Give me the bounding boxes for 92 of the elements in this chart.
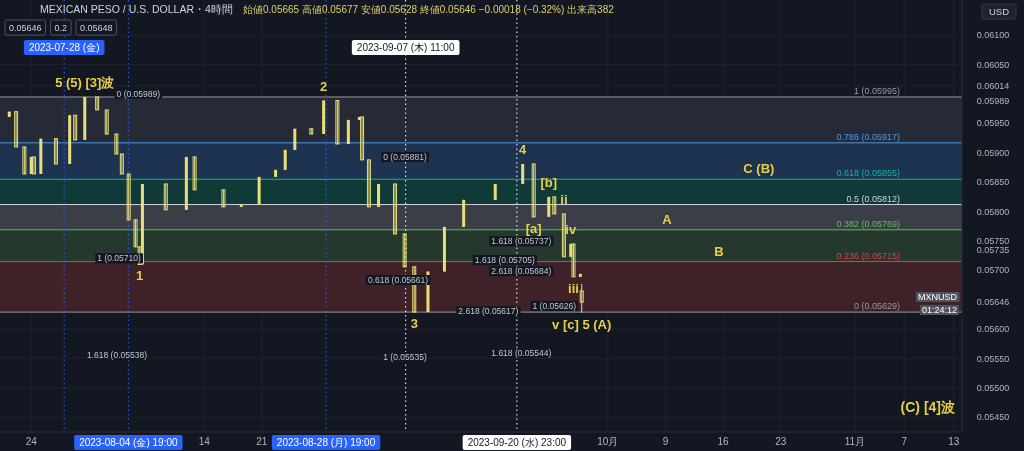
ref-line-label: 0.618 (0.05855): [836, 168, 900, 179]
annotation: 1 (0.05626): [532, 300, 577, 311]
annotation: iv: [565, 221, 577, 237]
y-tick-label: 0.05500: [976, 382, 1010, 393]
candlestick: [104, 109, 109, 135]
x-tick-label: 11月: [844, 436, 866, 447]
x-tick-label: 16: [717, 436, 730, 447]
y-tick-label: 0.05550: [976, 353, 1010, 364]
ref-line-label: 2023-09-20 (水) 23:00: [467, 437, 567, 448]
y-tick-label: 0.06100: [976, 30, 1010, 41]
ref-line-label: 2023-07-28 (金): [28, 42, 100, 53]
annotation: 0.618 (0.05661): [367, 275, 429, 285]
y-tick-label: 0.05950: [976, 118, 1010, 129]
annotation: 3: [410, 316, 418, 332]
annotation: 4: [519, 141, 528, 157]
x-tick-label: 9: [662, 436, 669, 447]
annotation: 01:24:12: [921, 305, 957, 315]
annotation: A: [662, 211, 673, 227]
annotation: 0.05646: [9, 23, 42, 33]
y-tick-label: 0.05900: [976, 147, 1010, 158]
annotation: 0 (0.05989): [116, 88, 161, 99]
annotation: B: [714, 243, 724, 259]
x-tick-label: 7: [901, 436, 908, 447]
candlestick: [192, 156, 197, 191]
annotation: 1: [136, 268, 144, 284]
y-tick-label: 0.05850: [976, 177, 1010, 188]
y-tick-label: 0.05600: [976, 324, 1010, 335]
candlestick: [335, 100, 340, 145]
ref-line-label: 2023-08-04 (金) 19:00: [79, 437, 178, 448]
x-tick-label: 10月: [597, 436, 619, 447]
annotation: 5 (5) [3]波: [55, 74, 116, 90]
ref-line-label: 1 (0.05995): [853, 85, 900, 96]
ref-line-label: 0.5 (0.05812): [846, 193, 900, 204]
annotation: 1.618 (0.05737): [491, 236, 552, 247]
chart-subtitle: 始値0.05665 高値0.05677 安値0.05628 終値0.05646 −0.00018 (−0.32%) 出来高382: [243, 4, 615, 15]
y-tick-label: 0.06050: [976, 59, 1010, 70]
x-tick-label: 24: [25, 436, 38, 447]
annotation: (C) [4]波: [900, 399, 955, 415]
y-tick-label: 0.05750: [976, 235, 1010, 246]
candlestick: [579, 283, 584, 314]
y-tick-label: 0.05800: [976, 206, 1010, 217]
annotation: [a]: [525, 220, 542, 236]
y-tick-label: 0.05450: [976, 412, 1010, 423]
candlestick: [114, 133, 119, 155]
annotation: 1.618 (0.05538): [86, 350, 148, 360]
annotation: MXNUSD: [917, 292, 958, 302]
annotation: v [c] 5 (A): [552, 316, 612, 332]
candlestick: [561, 213, 566, 258]
annotation: 1 (0.05535): [383, 352, 427, 362]
annotation: 2: [320, 78, 328, 94]
annotation: 2.618 (0.05617): [458, 306, 519, 317]
annotation: iii: [568, 280, 579, 296]
candlestick: [531, 163, 536, 218]
y-tick-label: 0.05700: [976, 265, 1010, 276]
annotation: [b]: [540, 174, 558, 190]
annotation: 1.618 (0.05705): [474, 255, 536, 266]
candlestick: [126, 173, 131, 221]
annotation: ii: [560, 191, 568, 207]
y-tick-label: 0.06014: [976, 80, 1010, 91]
y-tick-label: 0.05646: [976, 297, 1010, 308]
candlestick: [53, 138, 58, 165]
x-tick-label: 14: [198, 436, 211, 447]
candlestick: [73, 114, 78, 141]
annotation: 1 (0.05710): [97, 253, 141, 264]
x-tick-label: 23: [775, 436, 787, 447]
ref-line-label: 2023-08-28 (月) 19:00: [276, 437, 376, 448]
annotation: 2.618 (0.05684): [491, 266, 552, 277]
ref-line-label: 0.382 (0.05769): [836, 218, 900, 229]
candlestick: [95, 96, 100, 111]
y-tick-label: 0.05735: [976, 244, 1010, 255]
candlestick: [22, 146, 27, 175]
candlestick: [163, 183, 168, 211]
ref-line-label: 0 (0.05629): [853, 301, 900, 312]
annotation: C (B): [743, 161, 775, 177]
candlestick: [119, 153, 124, 175]
ref-line-label: 0.786 (0.05917): [836, 131, 900, 142]
ref-line-label: 0.236 (0.05715): [836, 250, 900, 261]
chart-title: MEXICAN PESO / U.S. DOLLAR・4時間: [40, 3, 233, 15]
x-tick-label: 13: [948, 436, 960, 447]
candlestick: [14, 111, 19, 148]
ref-line-label: 2023-09-07 (木) 11:00: [356, 42, 455, 53]
candlestick: [366, 159, 371, 208]
annotation: 0 (0.05881): [383, 152, 427, 162]
annotation: 1.618 (0.05544): [491, 347, 552, 358]
candlestick: [393, 183, 398, 235]
candlestick: [221, 189, 226, 208]
y-tick-label: 0.05989: [976, 95, 1010, 106]
x-tick-label: 21: [256, 436, 268, 447]
y-axis-title: USD: [988, 6, 1010, 17]
annotation: 0.2: [54, 23, 68, 33]
annotation: 0.05648: [80, 23, 113, 33]
candlestick: [402, 233, 407, 268]
